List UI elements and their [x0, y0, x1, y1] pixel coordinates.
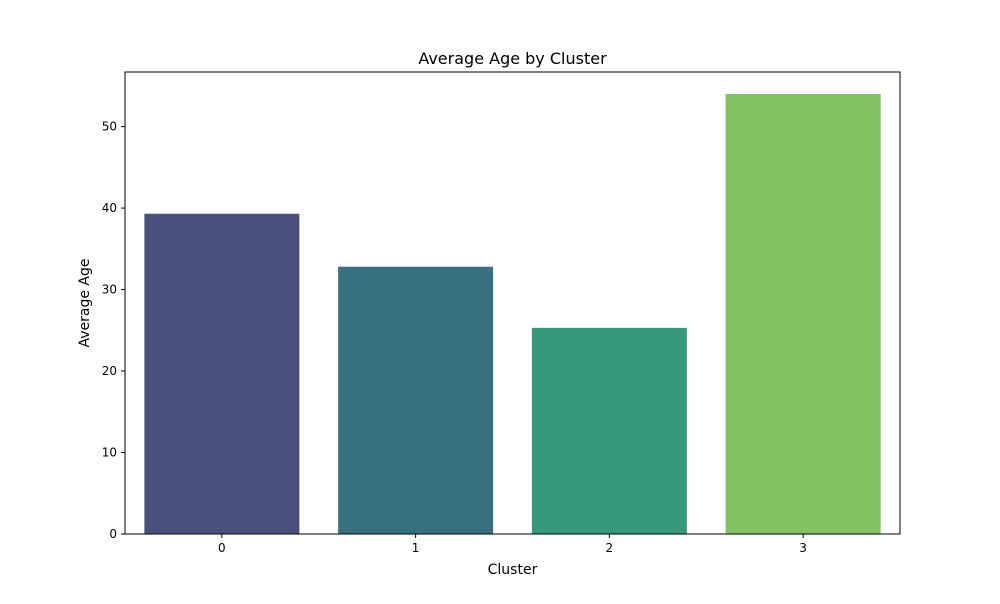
x-tick-label: 3 [799, 541, 807, 555]
y-axis-label: Average Age [77, 258, 93, 347]
bars-layer [144, 94, 881, 534]
bar-cluster-2 [531, 327, 687, 534]
bar-cluster-1 [338, 266, 494, 534]
x-tick-label: 2 [606, 541, 614, 555]
y-tick-label: 30 [102, 283, 117, 297]
y-tick-label: 20 [102, 364, 117, 378]
x-tick-label: 1 [412, 541, 420, 555]
y-tick-label: 0 [109, 527, 117, 541]
bar-cluster-3 [725, 94, 881, 534]
x-axis-label: Cluster [488, 562, 538, 578]
bar-cluster-0 [144, 213, 300, 534]
x-tick-label: 0 [218, 541, 226, 555]
y-tick-label: 40 [102, 201, 117, 215]
chart-title: Average Age by Cluster [418, 49, 607, 68]
y-tick-label: 10 [102, 446, 117, 460]
y-tick-label: 50 [102, 120, 117, 134]
plot-frame [124, 71, 901, 535]
